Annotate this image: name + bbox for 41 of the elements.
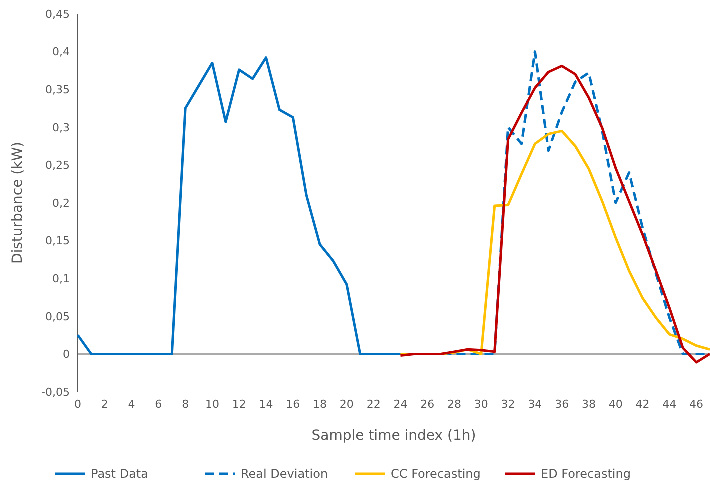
y-tick-label: 0,3	[52, 121, 70, 134]
legend-label: ED Forecasting	[541, 467, 631, 481]
x-tick-label: 38	[582, 398, 596, 411]
x-tick-label: 36	[555, 398, 570, 411]
x-tick-label: 8	[182, 398, 190, 411]
legend-label: Real Deviation	[241, 467, 328, 481]
x-tick-label: 34	[528, 398, 542, 411]
x-tick-label: 24	[394, 398, 408, 411]
x-tick-label: 20	[340, 398, 354, 411]
x-tick-label: 42	[636, 398, 650, 411]
legend-label: CC Forecasting	[391, 467, 481, 481]
y-tick-label: 0,1	[52, 272, 70, 286]
x-tick-label: 40	[608, 398, 623, 411]
x-tick-label: 0	[74, 398, 82, 411]
x-tick-label: 32	[501, 398, 516, 411]
x-tick-label: 2	[101, 398, 108, 411]
y-tick-label: -0,05	[42, 386, 70, 399]
x-tick-label: 22	[366, 398, 381, 411]
y-tick-label: 0,4	[52, 46, 70, 59]
x-tick-label: 4	[128, 398, 136, 411]
legend-label: Past Data	[91, 467, 148, 481]
y-tick-label: 0,25	[46, 159, 70, 172]
x-tick-label: 30	[474, 398, 488, 411]
y-tick-label: 0,35	[46, 83, 70, 96]
y-tick-label: 0,15	[46, 234, 70, 248]
x-tick-label: 12	[232, 398, 246, 411]
x-tick-label: 10	[205, 398, 220, 411]
x-tick-label: 6	[155, 398, 162, 411]
x-tick-label: 46	[690, 398, 704, 411]
x-tick-label: 26	[420, 398, 435, 411]
y-tick-label: 0,2	[52, 196, 70, 210]
x-tick-label: 28	[448, 398, 462, 411]
y-axis-title: Disturbance (kW)	[10, 142, 26, 264]
x-axis-title: Sample time index (1h)	[312, 428, 476, 444]
x-tick-label: 44	[662, 398, 677, 411]
x-tick-label: 14	[259, 398, 274, 411]
y-tick-label: 0	[63, 348, 70, 362]
x-tick-label: 16	[286, 398, 300, 411]
y-tick-label: 0,45	[46, 8, 70, 21]
x-tick-label: 18	[313, 398, 328, 411]
y-tick-label: 0,05	[46, 310, 70, 324]
